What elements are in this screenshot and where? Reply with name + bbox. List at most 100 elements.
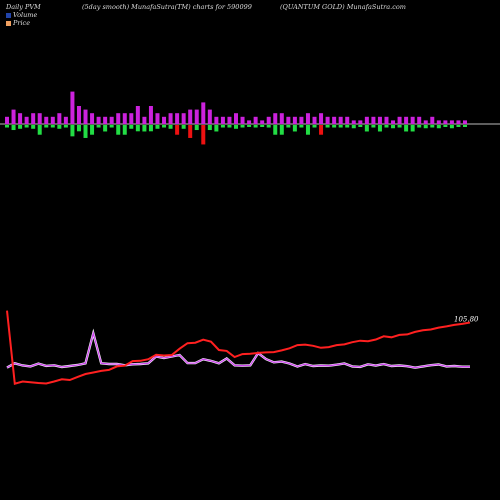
volume-bar-lower — [37, 125, 42, 135]
volume-bar-lower — [70, 125, 75, 137]
volume-bar — [253, 116, 258, 124]
volume-bar-lower — [305, 125, 310, 135]
volume-bar — [31, 113, 36, 124]
volume-bar-lower — [417, 125, 422, 128]
volume-bar-lower — [358, 125, 363, 127]
volume-bar — [220, 116, 225, 124]
volume-bar — [358, 120, 363, 124]
chart-header-left: Daily PVM — [6, 3, 41, 11]
volume-bar — [364, 116, 369, 124]
volume-bar — [37, 113, 42, 124]
volume-bar — [319, 113, 324, 124]
volume-bar — [397, 116, 402, 124]
volume-bar-lower — [11, 125, 16, 131]
volume-bar-lower — [103, 125, 108, 132]
volume-bar-lower — [155, 125, 160, 129]
volume-bar — [181, 113, 186, 124]
volume-bar — [384, 116, 389, 124]
volume-bar — [436, 120, 441, 124]
volume-bar — [168, 113, 173, 124]
volume-bar-lower — [273, 125, 278, 135]
volume-bar — [443, 120, 448, 124]
volume-bar — [410, 116, 415, 124]
volume-bar — [247, 120, 252, 124]
volume-bar-lower — [312, 125, 317, 128]
volume-bar — [5, 116, 9, 124]
volume-bar-lower — [377, 125, 382, 132]
volume-bar — [11, 109, 16, 124]
volume-bar-lower — [286, 125, 291, 128]
volume-bar — [135, 106, 140, 124]
volume-bar-lower — [260, 125, 265, 127]
volume-bar-lower — [168, 125, 173, 129]
volume-bar-lower — [384, 125, 389, 128]
volume-bar-lower — [351, 125, 356, 129]
chart-header-center: (5day smooth) MunafaSutra(TM) charts for… — [82, 3, 252, 11]
series-line-outline — [6, 328, 470, 369]
volume-bar-lower — [397, 125, 402, 128]
volume-bar-lower — [201, 125, 206, 145]
volume-bar-lower — [135, 125, 140, 132]
volume-bar — [63, 116, 68, 124]
volume-bar — [404, 116, 409, 124]
volume-bar-lower — [332, 125, 337, 128]
volume-bar-lower — [292, 125, 297, 132]
volume-bar — [162, 116, 167, 124]
volume-bar — [377, 116, 382, 124]
volume-bar-lower — [18, 125, 23, 129]
volume-bar — [50, 116, 55, 124]
volume-bar-lower — [162, 125, 167, 128]
volume-bar-lower — [148, 125, 153, 132]
volume-bar — [96, 116, 101, 124]
volume-bar — [266, 116, 271, 124]
volume-bar — [345, 116, 350, 124]
volume-bar — [234, 113, 238, 124]
volume-bar-lower — [234, 125, 238, 129]
volume-bar — [240, 116, 245, 124]
legend-volume-label: Volume — [13, 11, 38, 19]
volume-bar — [18, 113, 23, 124]
volume-bar — [279, 113, 284, 124]
volume-bar-lower — [207, 125, 212, 131]
volume-bar — [260, 120, 265, 124]
volume-bar — [57, 113, 62, 124]
volume-bar — [417, 116, 422, 124]
volume-bar — [142, 116, 147, 124]
volume-bar — [273, 113, 278, 124]
volume-bar — [44, 116, 49, 124]
legend-price: Price — [6, 19, 30, 27]
volume-bar-lower — [325, 125, 330, 128]
volume-bar — [83, 109, 88, 124]
volume-bar — [391, 120, 396, 124]
volume-bar — [305, 113, 310, 124]
volume-bar — [90, 113, 95, 124]
volume-bar — [122, 113, 127, 124]
volume-bar-lower — [44, 125, 49, 128]
volume-bar — [155, 113, 160, 124]
volume-bar-lower — [247, 125, 252, 127]
volume-bar-lower — [423, 125, 428, 129]
volume-bar — [371, 116, 376, 124]
volume-bar-lower — [436, 125, 441, 129]
volume-bar-lower — [214, 125, 219, 132]
volume-bar-lower — [142, 125, 147, 132]
volume-bar-lower — [57, 125, 62, 129]
volume-bar — [351, 120, 356, 124]
volume-bar-lower — [116, 125, 121, 135]
volume-bar-lower — [338, 125, 343, 128]
volume-bar-lower — [50, 125, 55, 128]
volume-bar — [109, 116, 114, 124]
volume-bar — [201, 102, 206, 124]
volume-bar-lower — [371, 125, 376, 128]
volume-bar-lower — [430, 125, 435, 128]
volume-bar — [24, 116, 29, 124]
volume-bar-lower — [76, 125, 81, 132]
volume-bar — [332, 116, 337, 124]
volume-bar — [299, 116, 304, 124]
volume-bar — [449, 120, 454, 124]
volume-bar — [148, 106, 153, 124]
volume-bar — [430, 116, 435, 124]
volume-bar — [188, 109, 193, 124]
volume-bar-lower — [279, 125, 284, 135]
